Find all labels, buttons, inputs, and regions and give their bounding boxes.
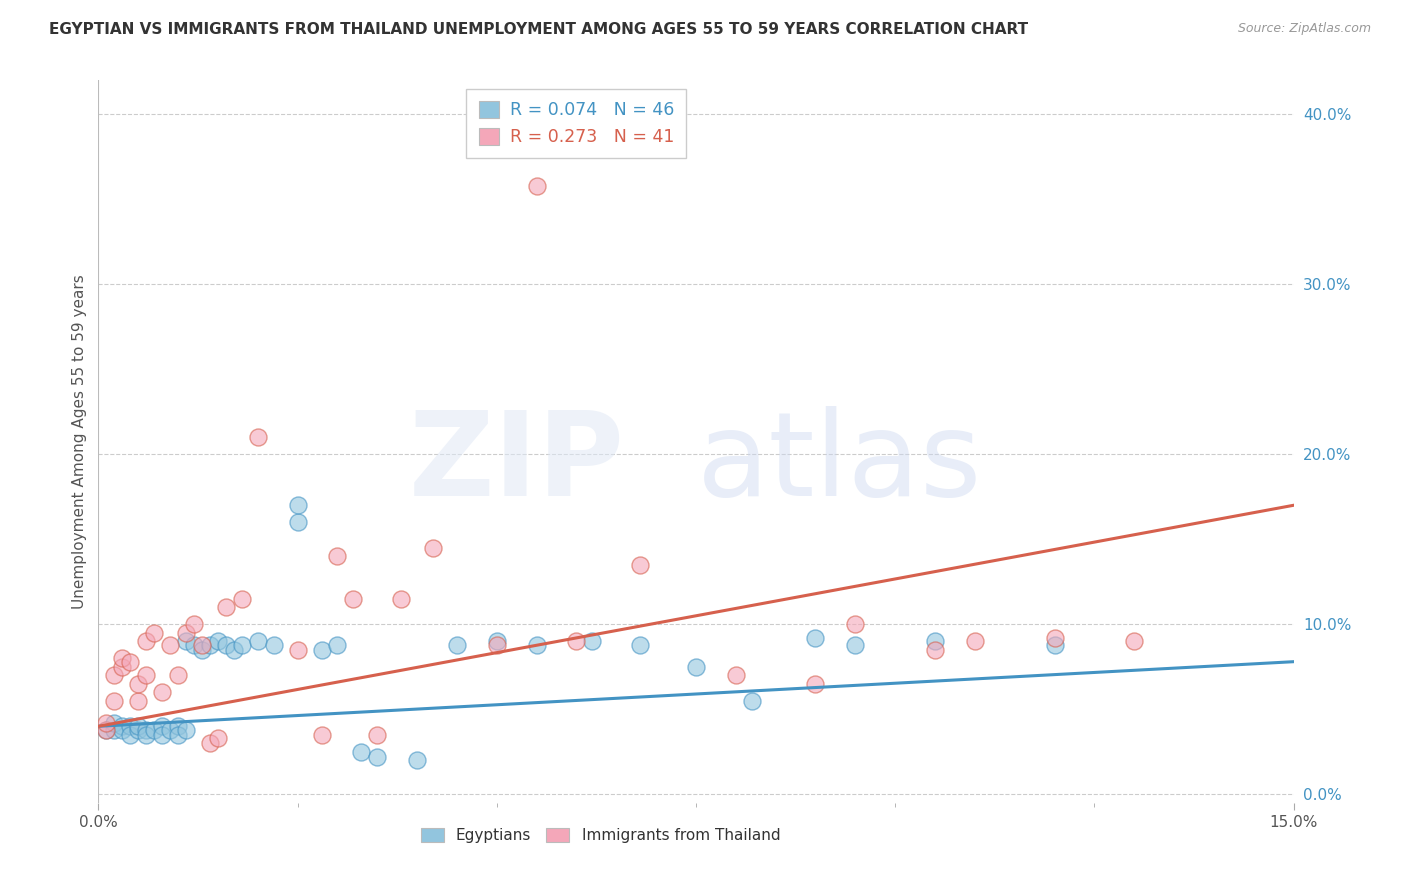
Point [183,617,205,632]
Point [96,723,118,737]
Point [103,723,125,737]
Point [215,600,238,615]
Point [844,638,866,652]
Point [342,591,364,606]
Point [311,642,333,657]
Point [1043,638,1066,652]
Point [526,638,548,652]
Point [446,638,468,652]
Point [191,638,214,652]
Point [685,660,707,674]
Point [231,591,253,606]
Point [326,549,349,564]
Point [366,750,388,764]
Point [96,715,118,730]
Point [120,728,142,742]
Point [526,178,548,193]
Point [287,516,309,530]
Point [111,723,134,737]
Point [844,617,866,632]
Point [485,634,508,648]
Point [207,731,229,746]
Point [207,634,229,648]
Point [150,685,173,699]
Point [159,638,181,652]
Point [150,728,173,742]
Point [215,638,238,652]
Point [628,558,651,572]
Text: EGYPTIAN VS IMMIGRANTS FROM THAILAND UNEMPLOYMENT AMONG AGES 55 TO 59 YEARS CORR: EGYPTIAN VS IMMIGRANTS FROM THAILAND UNE… [49,22,1028,37]
Point [198,736,221,750]
Legend: Egyptians, Immigrants from Thailand: Egyptians, Immigrants from Thailand [415,822,786,849]
Point [287,642,309,657]
Point [174,625,197,640]
Y-axis label: Unemployment Among Ages 55 to 59 years: Unemployment Among Ages 55 to 59 years [72,274,87,609]
Point [191,642,214,657]
Point [96,723,118,737]
Point [804,677,827,691]
Point [127,694,149,708]
Point [183,638,205,652]
Point [924,642,946,657]
Point [350,745,373,759]
Point [366,728,388,742]
Point [628,638,651,652]
Point [167,668,190,682]
Point [741,694,763,708]
Point [127,719,149,733]
Point [143,723,166,737]
Text: ZIP: ZIP [408,406,624,521]
Point [143,625,166,640]
Point [724,668,747,682]
Text: Source: ZipAtlas.com: Source: ZipAtlas.com [1237,22,1371,36]
Point [924,634,946,648]
Point [120,719,142,733]
Point [127,677,149,691]
Point [326,638,349,652]
Point [111,660,134,674]
Point [159,723,181,737]
Point [135,668,157,682]
Point [581,634,603,648]
Point [231,638,253,652]
Point [174,634,197,648]
Point [1043,631,1066,645]
Point [150,719,173,733]
Point [120,655,142,669]
Point [422,541,444,555]
Point [246,634,269,648]
Point [135,634,157,648]
Point [135,723,157,737]
Point [111,719,134,733]
Point [389,591,412,606]
Point [222,642,245,657]
Point [963,634,986,648]
Point [198,638,221,652]
Point [485,638,508,652]
Point [103,668,125,682]
Point [103,715,125,730]
Point [565,634,588,648]
Point [174,723,197,737]
Point [135,728,157,742]
Point [111,651,134,665]
Point [1123,634,1146,648]
Point [246,430,269,444]
Point [311,728,333,742]
Point [406,753,429,767]
Text: atlas: atlas [697,406,981,521]
Point [263,638,285,652]
Point [167,719,190,733]
Point [287,498,309,512]
Point [103,694,125,708]
Point [127,723,149,737]
Point [167,728,190,742]
Point [804,631,827,645]
